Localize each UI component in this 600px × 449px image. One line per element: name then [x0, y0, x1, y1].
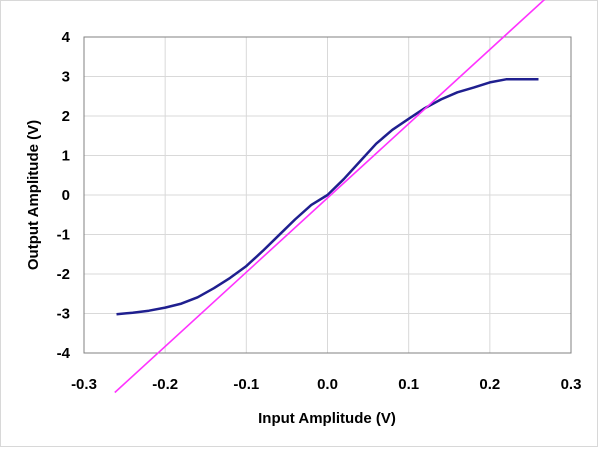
- x-tick-label: 0.0: [317, 376, 338, 393]
- series-layer: [114, 0, 546, 394]
- x-tick-label: -0.2: [152, 376, 178, 393]
- series-line-output: [116, 78, 539, 316]
- series-line-reference: [114, 0, 546, 394]
- x-tick-label: -0.3: [71, 376, 97, 393]
- x-tick-label: 0.2: [479, 376, 500, 393]
- x-tick-label: 0.3: [561, 376, 582, 393]
- y-tick-label: -4: [57, 345, 71, 362]
- y-axis-title: Output Amplitude (V): [25, 120, 42, 270]
- y-tick-label: -1: [57, 227, 70, 244]
- y-tick-label: -3: [57, 306, 70, 323]
- x-tick-label: 0.1: [398, 376, 419, 393]
- y-tick-label: -2: [57, 266, 70, 283]
- x-tick-labels: -0.3 -0.2 -0.1 0.0 0.1 0.2 0.3: [71, 376, 581, 393]
- y-tick-label: 1: [62, 148, 70, 165]
- y-tick-label: 2: [62, 108, 70, 125]
- y-tick-label: 0: [62, 187, 70, 204]
- y-tick-label: 3: [62, 69, 70, 86]
- x-axis-title: Input Amplitude (V): [258, 410, 396, 427]
- x-tick-label: -0.1: [233, 376, 259, 393]
- y-tick-label: 4: [62, 29, 71, 46]
- plot-area: [83, 36, 572, 354]
- y-tick-labels: -4 -3 -2 -1 0 1 2 3 4: [57, 29, 71, 362]
